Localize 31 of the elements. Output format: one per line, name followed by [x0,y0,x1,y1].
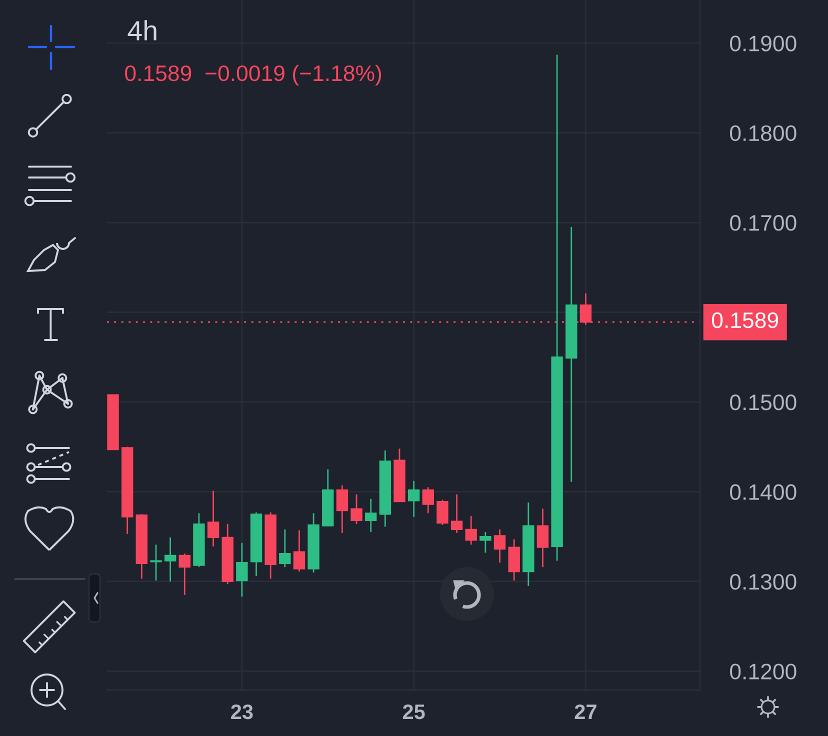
candlestick [536,508,549,568]
x-tick-label: 25 [402,704,425,720]
candlestick [279,528,291,568]
candlestick [494,528,506,564]
candlestick [480,531,492,554]
text: 0.1589 −0.0019 (−1.18%) [125,64,382,86]
y-tick-label: 0.1400 [730,484,796,500]
y-tick-label: 0.1900 [730,36,796,52]
candlestick [408,480,420,518]
y-tick-label: 0.1800 [730,125,796,142]
candlestick [207,490,220,548]
candlestick [364,498,377,533]
candlestick [293,530,306,572]
candlestick [150,544,162,582]
candlestick [465,515,477,546]
y-tick-label: 0.1500 [730,394,796,410]
candlestick [236,542,248,598]
candlestick [436,499,448,526]
ref-line-label: 0.1589 [712,312,778,328]
y-tick-label: 0.1300 [730,574,796,590]
candlestick [450,494,463,534]
y-tick-label: 0.1700 [730,215,796,231]
x-tick-label: 27 [574,704,596,719]
x-tick-label: 23 [231,704,253,720]
candlestick [336,484,348,534]
candlestick [422,486,434,514]
y-tick-label: 0.1200 [730,664,796,680]
candlestick [350,494,362,525]
candlestick [164,536,176,582]
candlestick [178,552,190,596]
text: 4h [128,20,156,40]
